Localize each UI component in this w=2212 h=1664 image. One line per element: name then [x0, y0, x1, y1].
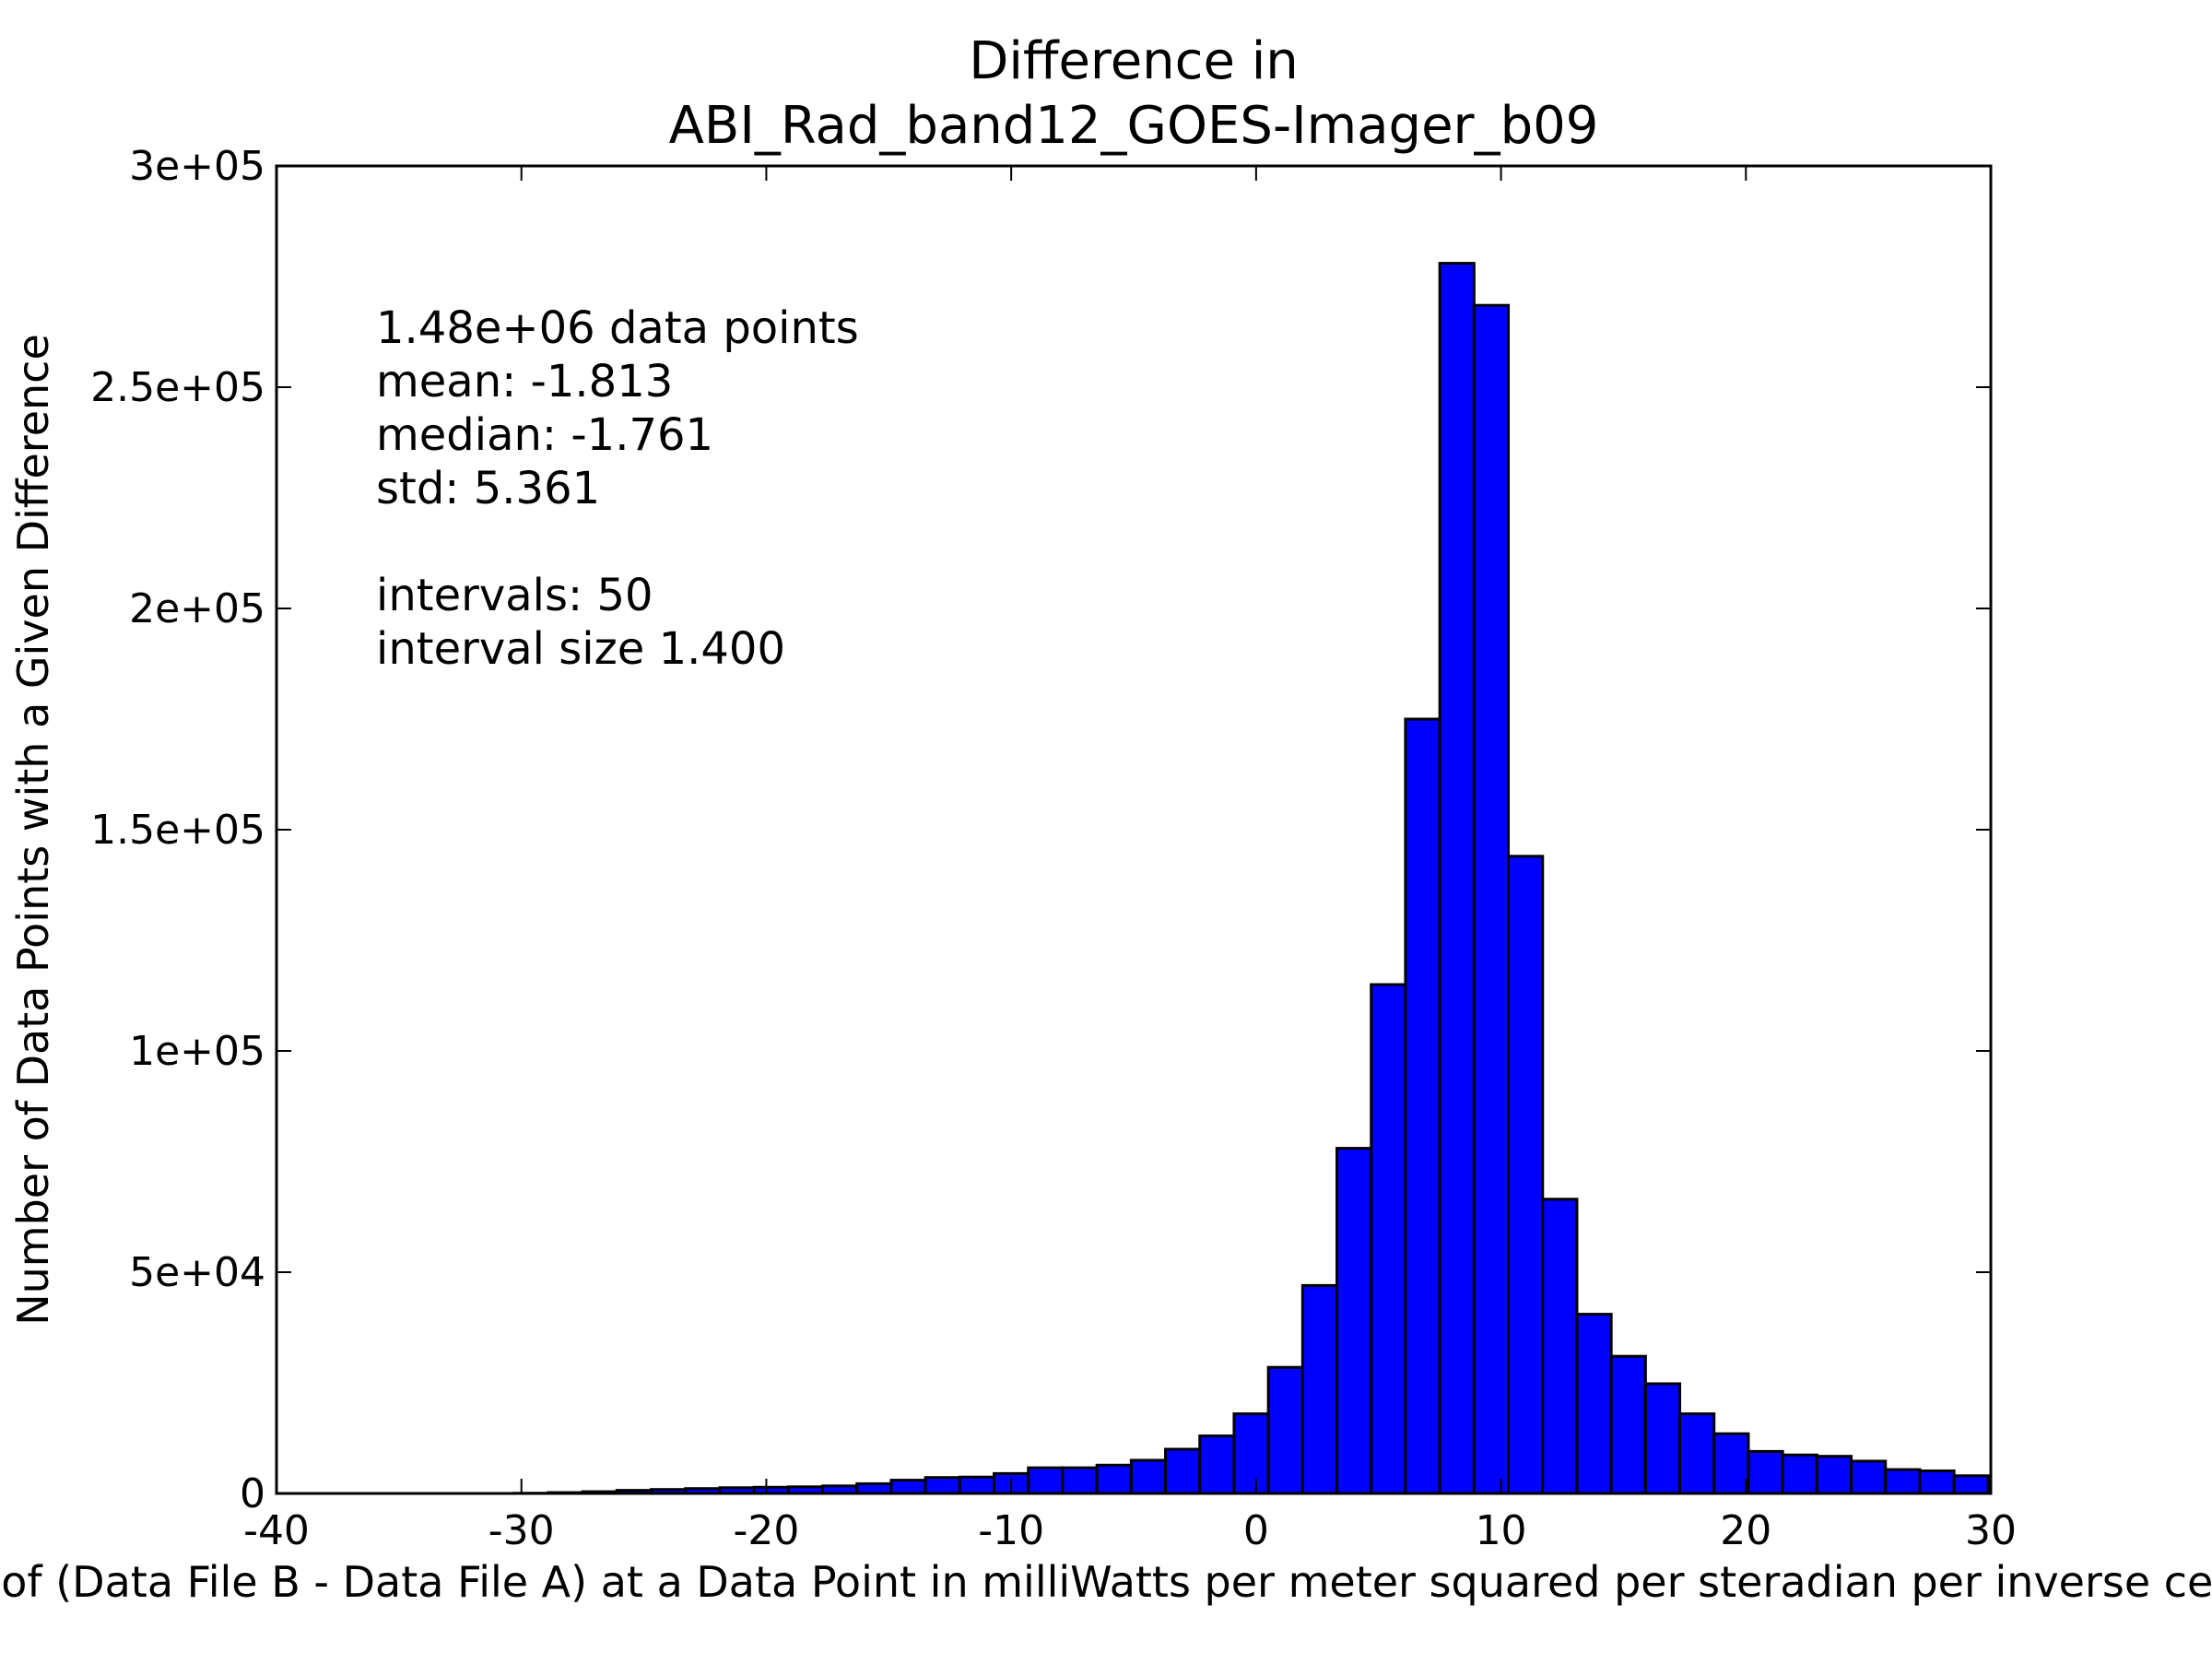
- histogram-bar: [1509, 856, 1543, 1493]
- histogram-bar: [1852, 1461, 1886, 1493]
- statistics-line: 1.48e+06 data points: [376, 302, 859, 354]
- histogram-bar: [1954, 1476, 1988, 1493]
- histogram-bar: [1371, 985, 1406, 1493]
- histogram-bar: [1783, 1455, 1817, 1493]
- chart-title: Difference inABI_Rad_band12_GOES-Imager_…: [669, 31, 1599, 156]
- x-tick-label: -20: [733, 1507, 799, 1554]
- histogram-bar: [1920, 1471, 1954, 1493]
- y-tick-label: 5e+04: [129, 1249, 265, 1296]
- statistics-line: interval size 1.400: [376, 623, 785, 675]
- y-tick-label: 0: [240, 1470, 265, 1517]
- histogram-bar: [1097, 1465, 1131, 1493]
- histogram-bar: [1440, 264, 1474, 1493]
- x-tick-label: 10: [1476, 1507, 1527, 1554]
- y-tick-label: 1.5e+05: [90, 807, 265, 854]
- histogram-bar: [857, 1483, 891, 1493]
- histogram-bar: [1577, 1315, 1611, 1493]
- statistics-line: intervals: 50: [376, 570, 653, 621]
- y-tick-label: 1e+05: [129, 1028, 265, 1075]
- histogram-bar: [1543, 1199, 1577, 1493]
- y-tick-labels: 0 5e+04 1e+05 1.5e+05 2e+05 2.5e+05 3e+05: [90, 143, 265, 1517]
- histogram-bar: [1680, 1414, 1714, 1493]
- chart-title-line: ABI_Rad_band12_GOES-Imager_b09: [669, 96, 1599, 156]
- x-tick-label: 20: [1720, 1507, 1771, 1554]
- histogram-bar: [1337, 1149, 1371, 1493]
- histogram-bar: [1268, 1367, 1302, 1493]
- chart-title-line: Difference in: [969, 31, 1299, 91]
- y-tick-label: 2.5e+05: [90, 364, 265, 411]
- histogram-bar: [1166, 1449, 1200, 1493]
- histogram-bar: [891, 1481, 925, 1493]
- histogram-bar: [1302, 1285, 1336, 1493]
- histogram-bar: [959, 1477, 994, 1493]
- histogram-bar: [1748, 1451, 1783, 1493]
- histogram-bar: [1200, 1436, 1234, 1493]
- histogram-bar: [925, 1478, 959, 1493]
- histogram-bar: [1063, 1468, 1097, 1493]
- x-tick-label: -10: [978, 1507, 1044, 1554]
- histogram-bar: [1817, 1457, 1851, 1493]
- histogram-bar: [1645, 1384, 1679, 1493]
- histogram-bar: [1474, 305, 1508, 1493]
- histogram-bar: [1131, 1460, 1165, 1493]
- statistics-line: mean: -1.813: [376, 356, 673, 407]
- y-axis-label: Number of Data Points with a Given Diffe…: [8, 334, 58, 1326]
- statistics-line: std: 5.361: [376, 463, 600, 514]
- histogram-bar: [1714, 1434, 1748, 1493]
- histogram-bar: [1234, 1414, 1268, 1493]
- statistics-line: median: -1.761: [376, 409, 713, 461]
- x-axis-label: Value of (Data File B - Data File A) at …: [0, 1557, 2212, 1607]
- x-tick-label: 0: [1243, 1507, 1269, 1554]
- x-tick-label: 30: [1965, 1507, 2017, 1554]
- histogram-bar: [1406, 719, 1440, 1493]
- y-tick-label: 2e+05: [129, 585, 265, 632]
- x-tick-label: -30: [488, 1507, 555, 1554]
- histogram-bar: [1029, 1468, 1063, 1493]
- histogram-bars: [514, 264, 1991, 1493]
- y-tick-label: 3e+05: [129, 143, 265, 190]
- histogram-bar: [1611, 1356, 1645, 1493]
- histogram-bar: [1886, 1469, 1920, 1493]
